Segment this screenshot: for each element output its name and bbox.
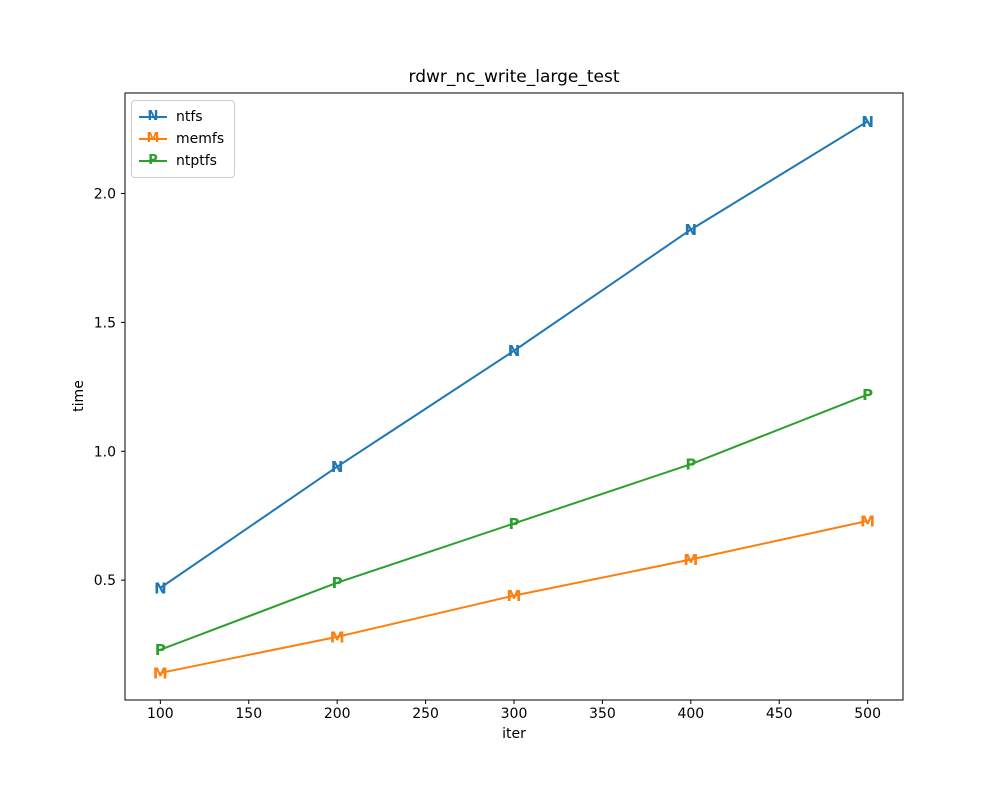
data-point-marker-memfs: M	[330, 628, 345, 646]
legend-label: ntfs	[176, 109, 203, 125]
x-axis-label: iter	[502, 726, 526, 742]
legend-line	[139, 160, 167, 162]
legend-line-sample: P	[139, 153, 167, 169]
data-point-marker-memfs: M	[153, 664, 168, 682]
legend-label: memfs	[176, 131, 225, 147]
x-tick-label: 100	[147, 706, 174, 722]
data-point-marker-ntptfs: P	[155, 641, 166, 659]
x-tick-label: 350	[589, 706, 616, 722]
x-tick-label: 250	[412, 706, 439, 722]
y-tick-label: 2.0	[94, 187, 116, 203]
x-tick-label: 500	[854, 706, 881, 722]
data-point-marker-ntfs: N	[685, 221, 698, 239]
data-point-marker-ntfs: N	[861, 113, 874, 131]
legend-line-sample: M	[139, 131, 167, 147]
x-tick-label: 450	[766, 706, 793, 722]
legend-item-ntfs: N ntfs	[139, 106, 224, 128]
x-tick-label: 150	[235, 706, 262, 722]
legend-item-ntptfs: P ntptfs	[139, 150, 224, 172]
data-point-marker-ntptfs: P	[862, 386, 873, 404]
y-tick-label: 1.5	[94, 315, 116, 331]
data-point-marker-ntfs: N	[508, 342, 521, 360]
data-point-marker-ntptfs: P	[332, 574, 343, 592]
legend-marker-letter: N	[147, 109, 159, 124]
legend-line	[139, 116, 167, 118]
series-line-memfs	[160, 519, 868, 674]
legend-label: ntptfs	[176, 153, 217, 169]
chart-title: rdwr_nc_write_large_test	[408, 67, 620, 87]
x-tick-label: 200	[324, 706, 351, 722]
data-point-marker-ntptfs: P	[509, 515, 520, 533]
y-tick-label: 1.0	[94, 444, 116, 460]
legend-marker-letter: P	[148, 153, 158, 168]
legend-marker-letter: M	[146, 131, 160, 146]
x-tick-label: 400	[677, 706, 704, 722]
legend-line-sample: N	[139, 109, 167, 125]
legend-line	[139, 138, 167, 140]
y-tick-label: 0.5	[94, 573, 116, 589]
series-line-ntfs	[159, 120, 869, 589]
legend-item-memfs: M memfs	[139, 128, 224, 150]
legend: N ntfs M memfs P ntptfs	[131, 100, 236, 178]
data-point-marker-ntfs: N	[331, 458, 344, 476]
data-point-marker-memfs: M	[683, 551, 698, 569]
axes-frame	[124, 92, 904, 701]
x-tick-label: 300	[501, 706, 528, 722]
series-line-ntptfs	[160, 393, 869, 651]
data-point-marker-memfs: M	[860, 512, 875, 530]
data-point-marker-ntfs: N	[154, 579, 167, 597]
data-point-marker-ntptfs: P	[685, 456, 696, 474]
data-point-marker-memfs: M	[507, 587, 522, 605]
